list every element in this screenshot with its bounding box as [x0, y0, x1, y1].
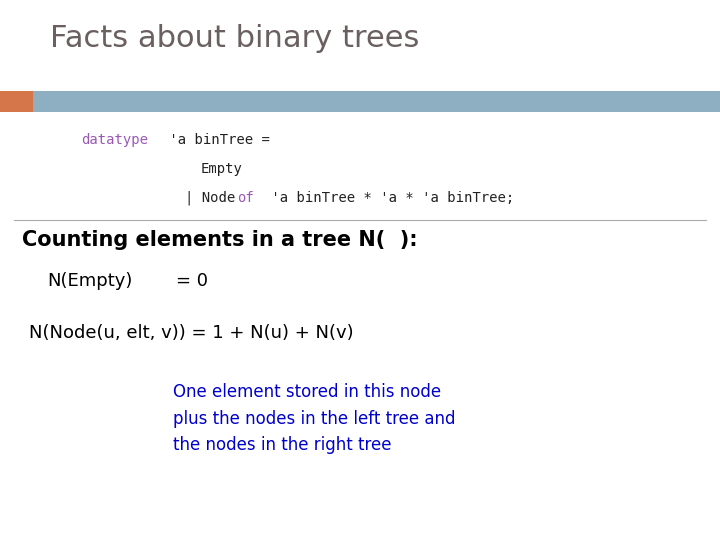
Bar — [33, 91, 720, 112]
Text: N(Empty): N(Empty) — [47, 272, 132, 290]
Text: Empty: Empty — [200, 162, 242, 176]
Text: Counting elements in a tree N(  ):: Counting elements in a tree N( ): — [22, 230, 417, 249]
Text: N(Node(u, elt, v)) = 1 + N(u) + N(v): N(Node(u, elt, v)) = 1 + N(u) + N(v) — [29, 324, 354, 342]
Text: 'a binTree =: 'a binTree = — [161, 133, 270, 147]
Text: of: of — [238, 191, 254, 205]
Text: datatype: datatype — [81, 133, 148, 147]
Text: 'a binTree * 'a * 'a binTree;: 'a binTree * 'a * 'a binTree; — [263, 191, 514, 205]
Text: Facts about binary trees: Facts about binary trees — [50, 24, 420, 53]
Text: = 0: = 0 — [176, 272, 208, 290]
Text: | Node: | Node — [185, 191, 243, 205]
Bar — [0, 91, 33, 112]
Text: One element stored in this node
plus the nodes in the left tree and
the nodes in: One element stored in this node plus the… — [173, 383, 455, 454]
